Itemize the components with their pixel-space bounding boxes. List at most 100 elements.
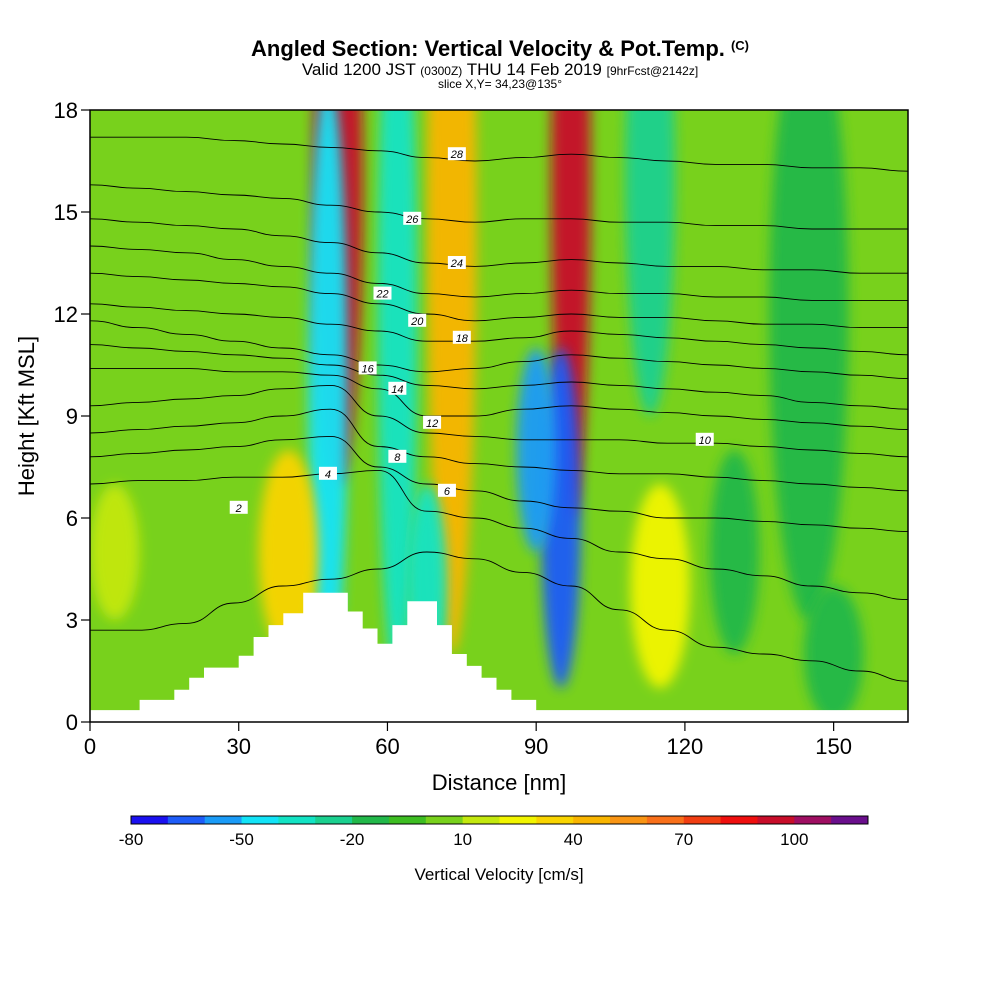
title-text: Angled Section: Vertical Velocity & Pot.… <box>251 36 725 61</box>
isentrope-8 <box>90 408 908 492</box>
y-tick-label: 9 <box>66 404 78 429</box>
colorbar-swatch <box>204 816 243 824</box>
valid-prefix: Valid 1200 JST <box>301 60 416 79</box>
isentrope-label-text: 14 <box>391 384 403 396</box>
velocity-feature-8 <box>258 450 319 654</box>
velocity-feature-12 <box>90 484 140 620</box>
y-tick-label: 3 <box>66 608 78 633</box>
isentrope-4 <box>90 469 908 601</box>
isentrope-28 <box>90 136 908 172</box>
isentrope-10 <box>90 384 908 458</box>
isentrope-label-6: 6 <box>437 483 456 498</box>
colorbar-tick-label: -20 <box>340 830 365 849</box>
colorbar-swatch <box>241 816 279 824</box>
colorbar-swatch <box>167 816 206 824</box>
isentrope-2 <box>90 551 908 682</box>
colorbar-swatch <box>462 816 500 824</box>
velocity-feature-4 <box>377 110 418 688</box>
colorbar-swatch <box>499 816 537 824</box>
isentrope-12 <box>90 367 908 431</box>
isentrope-label-box <box>358 361 377 375</box>
velocity-feature-10 <box>625 110 675 416</box>
colorbar-swatch <box>831 816 869 824</box>
isentrope-16 <box>90 320 908 380</box>
velocity-feature-14 <box>803 586 864 722</box>
y-tick-label: 0 <box>66 710 78 735</box>
isentrope-label-text: 20 <box>410 316 424 328</box>
valid-time-line: Valid 1200 JST (0300Z) THU 14 Feb 2019 [… <box>0 60 1000 80</box>
velocity-feature-9 <box>630 484 690 688</box>
x-tick-label: 120 <box>667 734 704 759</box>
colorbar-swatch <box>757 816 795 824</box>
isentrope-label-16: 16 <box>358 361 377 375</box>
isentrope-label-box <box>452 330 471 344</box>
colorbar-swatch <box>536 816 574 824</box>
isentrope-24 <box>90 218 908 274</box>
velocity-feature-13 <box>709 450 760 654</box>
colorbar-frame <box>130 815 869 825</box>
x-tick-label: 90 <box>524 734 548 759</box>
colorbar-tick-label: 10 <box>453 830 472 849</box>
velocity-feature-11 <box>769 110 849 620</box>
isentrope-label-text: 18 <box>456 333 469 345</box>
isentrope-label-text: 28 <box>450 149 464 161</box>
isentrope-label-box <box>403 211 422 225</box>
isentrope-label-box <box>388 381 407 395</box>
isentrope-label-text: 12 <box>426 418 438 430</box>
isentrope-label-24: 24 <box>447 256 466 270</box>
isentrope-label-14: 14 <box>388 381 407 396</box>
colorbar-swatch <box>278 816 316 824</box>
isentrope-label-box <box>437 483 456 497</box>
colorbar-tick-label: 70 <box>674 830 693 849</box>
velocity-feature-6 <box>516 348 557 552</box>
colorbar-swatch <box>131 816 169 824</box>
colorbar-swatch <box>388 816 427 824</box>
colorbar-swatch <box>794 816 832 824</box>
x-axis: 0 30 60 90 120 150 <box>84 722 852 759</box>
y-tick-label: 15 <box>54 200 78 225</box>
isentrope-label-box <box>423 415 442 429</box>
isentrope-label-text: 10 <box>699 435 712 447</box>
copyright-mark: (C) <box>730 38 749 53</box>
colorbar-swatch <box>683 816 722 824</box>
valid-date: THU 14 Feb 2019 <box>466 60 602 79</box>
colorbar-tick-label: 100 <box>780 830 808 849</box>
colorbar-swatch <box>315 816 353 824</box>
x-tick-label: 150 <box>815 734 852 759</box>
colorbar-tick-label: -50 <box>229 830 254 849</box>
x-axis-label: Distance [nm] <box>432 770 567 795</box>
isentrope-label-box <box>388 449 407 463</box>
colorbar-swatch <box>720 816 758 824</box>
forecast-info: [9hrFcst@2142z] <box>606 64 699 78</box>
isentrope-label-10: 10 <box>695 432 714 447</box>
y-axis: 0 3 6 9 12 15 18 <box>54 98 90 735</box>
isentrope-26 <box>90 184 908 230</box>
x-tick-label: 0 <box>84 734 96 759</box>
colorbar-tick-label: -80 <box>119 830 144 849</box>
colorbar-tick-label: 40 <box>564 830 583 849</box>
isentrope-label-box <box>447 256 466 269</box>
isentrope-14 <box>90 344 908 410</box>
isentrope-label-text: 4 <box>325 469 331 481</box>
x-tick-label: 30 <box>226 734 250 759</box>
y-tick-label: 18 <box>54 98 78 123</box>
isentrope-label-box <box>229 500 248 514</box>
isentrope-label-box <box>408 313 427 327</box>
isentrope-20 <box>90 272 908 329</box>
isentrope-label-12: 12 <box>423 415 442 430</box>
colorbar <box>130 815 869 825</box>
chart-title: Angled Section: Vertical Velocity & Pot.… <box>0 36 1000 62</box>
isentrope-label-18: 18 <box>452 330 471 345</box>
valid-utc: (0300Z) <box>420 64 463 78</box>
isentrope-label-text: 8 <box>394 452 401 464</box>
x-tick-label: 60 <box>375 734 399 759</box>
isentrope-label-4: 4 <box>318 466 337 481</box>
isentrope-label-2: 2 <box>229 500 248 515</box>
slice-info: slice X,Y= 34,23@135° <box>437 77 563 91</box>
terrain-mask <box>90 592 908 722</box>
y-tick-label: 6 <box>66 506 78 531</box>
isentrope-18 <box>90 303 908 356</box>
